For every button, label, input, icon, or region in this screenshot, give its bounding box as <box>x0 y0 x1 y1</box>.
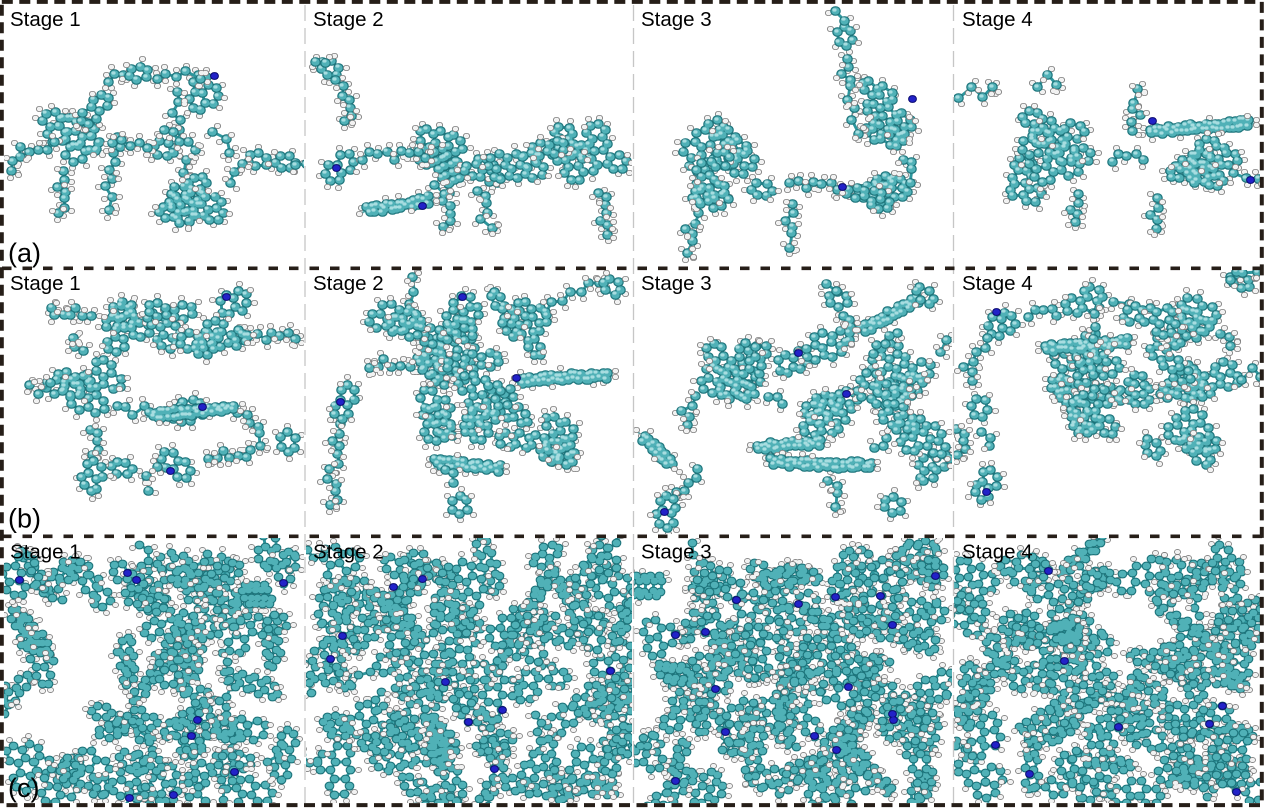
svg-text:Stage 1: Stage 1 <box>10 541 81 564</box>
svg-text:(b): (b) <box>8 504 41 534</box>
svg-text:Stage 1: Stage 1 <box>10 272 81 295</box>
svg-text:Stage 4: Stage 4 <box>962 541 1033 564</box>
svg-text:Stage 2: Stage 2 <box>313 541 384 564</box>
svg-text:Stage 1: Stage 1 <box>10 8 81 31</box>
svg-text:Stage 3: Stage 3 <box>641 8 712 31</box>
svg-text:(c): (c) <box>8 773 39 803</box>
svg-text:Stage 3: Stage 3 <box>641 541 712 564</box>
svg-text:Stage 2: Stage 2 <box>313 272 384 295</box>
svg-text:Stage 4: Stage 4 <box>962 8 1033 31</box>
svg-text:Stage 4: Stage 4 <box>962 272 1033 295</box>
svg-text:Stage 3: Stage 3 <box>641 272 712 295</box>
svg-text:Stage 2: Stage 2 <box>313 8 384 31</box>
svg-text:(a): (a) <box>8 238 41 268</box>
